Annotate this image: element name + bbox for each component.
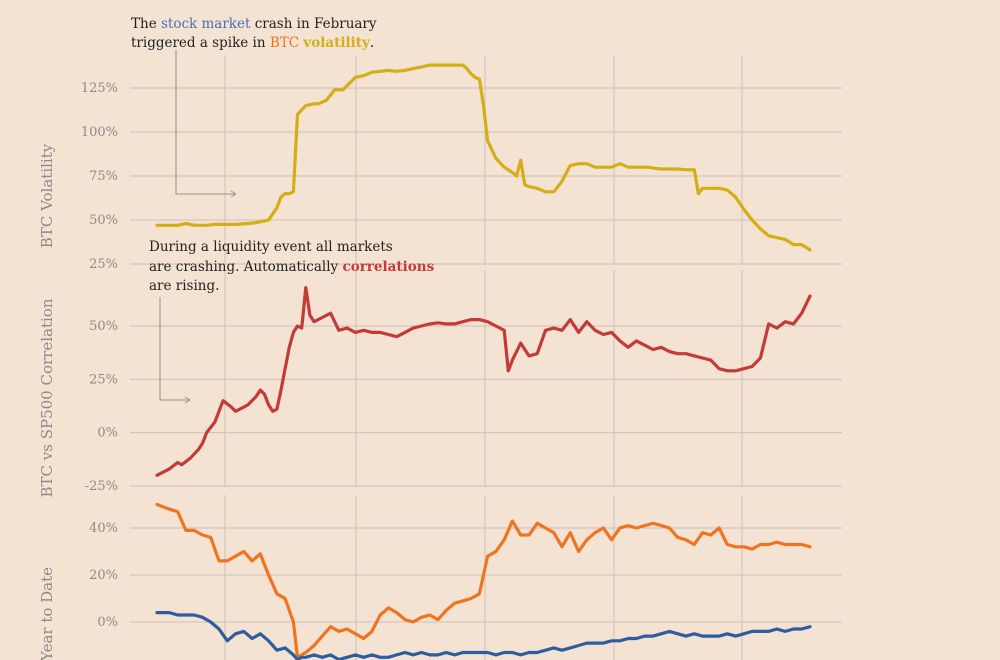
y-axis-label: Year to Date xyxy=(38,567,56,660)
series-line-1-1 xyxy=(155,63,812,252)
y-tick-label: 75% xyxy=(89,169,118,184)
y-axis-label: BTC Volatility xyxy=(38,143,56,248)
y-axis-label: BTC vs SP500 Correlation xyxy=(38,298,56,497)
volatility-annotation: The stock market crash in February trigg… xyxy=(131,16,377,198)
correlation-annotation-line2: are crashing. Automatically correlations xyxy=(149,259,435,275)
y-tick-label: 20% xyxy=(89,568,118,583)
correlation-annotation-line1: During a liquidity event all markets xyxy=(149,239,393,255)
y-tick-label: 0% xyxy=(97,426,118,441)
correlation-arrowhead xyxy=(184,396,191,404)
y-tick-label: 50% xyxy=(89,319,118,334)
volatility-annotation-arrow xyxy=(175,50,236,195)
y-tick-label: 0% xyxy=(97,615,118,630)
y-tick-label: 100% xyxy=(81,125,118,140)
y-tick-label: 50% xyxy=(89,213,118,228)
y-tick-label: 40% xyxy=(89,521,118,536)
panel-3: 0% 20% 40% Year to Date xyxy=(38,495,842,660)
series-line-2-1 xyxy=(155,286,812,477)
y-tick-label: 25% xyxy=(89,257,118,272)
series-line-3-2 xyxy=(155,611,812,660)
series-line-3-1 xyxy=(155,502,812,659)
correlation-annotation-arrow xyxy=(159,297,190,401)
correlation-annotation: During a liquidity event all markets are… xyxy=(149,239,435,404)
panel-1: 25% 50% 75% 100% 125% BTC Volatility xyxy=(38,55,842,272)
y-tick-label: 25% xyxy=(89,372,118,387)
volatility-annotation-line1: The stock market crash in February xyxy=(131,16,377,32)
volatility-annotation-line2: triggered a spike in BTC volatility. xyxy=(131,35,374,51)
panel-2: -25% 0% 25% 50% BTC vs SP500 Correlation xyxy=(38,270,842,497)
volatility-arrowhead xyxy=(230,190,237,198)
correlation-annotation-line3: are rising. xyxy=(149,278,219,294)
y-tick-label: 125% xyxy=(81,81,118,96)
y-tick-label: -25% xyxy=(85,479,118,494)
